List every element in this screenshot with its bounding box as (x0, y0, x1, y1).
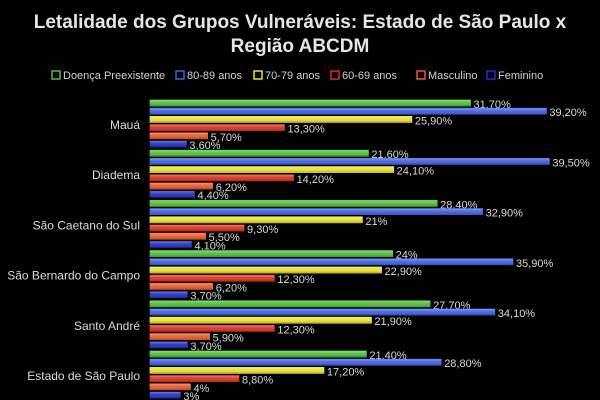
bar-shine (150, 309, 495, 315)
legend-swatch (330, 70, 340, 80)
legend-item: Masculino (416, 70, 478, 82)
legend-item: 80-89 anos (175, 70, 243, 82)
legend-item: 70-79 anos (253, 70, 321, 82)
bar-shine (150, 250, 393, 257)
data-label: 21,90% (374, 316, 412, 328)
bar-shine (150, 216, 363, 223)
data-label: 5,70% (211, 132, 242, 144)
category-label: São Bernardo do Campo (7, 269, 140, 283)
data-label: 14,20% (297, 174, 335, 186)
category-label: Diadema (92, 168, 140, 182)
legend-swatch (51, 70, 61, 80)
bar-shine (150, 108, 547, 115)
bar-shine (150, 383, 191, 390)
chart-title-line-2: Região ABCDM (231, 36, 370, 57)
data-label: 13,30% (287, 124, 325, 136)
bar-shine (150, 267, 382, 273)
data-label: 12,30% (277, 274, 315, 286)
data-label: 35,90% (516, 258, 554, 270)
legend-swatch (175, 70, 185, 80)
bar-shine (150, 283, 213, 290)
bar-shine (150, 275, 275, 282)
category-label: São Caetano do Sul (33, 218, 140, 232)
category-axis: Mauá Diadema São Caetano do Sul São Bernard… (7, 118, 140, 383)
bar-shine (150, 191, 195, 198)
bar-shine (150, 291, 188, 298)
legend-swatch (253, 70, 263, 80)
category-label: Estado de São Paulo (27, 369, 140, 383)
data-label: 9,30% (247, 224, 278, 236)
data-label: 4,10% (194, 240, 225, 252)
bar-shine (150, 258, 513, 265)
data-label: 32,90% (486, 208, 524, 220)
bar-shine (150, 100, 471, 106)
bar-shine (150, 225, 245, 231)
legend-swatch (416, 70, 426, 80)
data-label: 22,90% (385, 266, 423, 278)
bar-shine (150, 375, 239, 382)
legend-item: 60-69 anos (330, 70, 398, 82)
data-label: 5,50% (209, 232, 240, 244)
bar-shine (150, 132, 208, 139)
legend-label: 70-79 anos (265, 70, 321, 82)
legend-item: Doença Preexistente (51, 70, 165, 82)
bar-shine (150, 392, 181, 398)
bar-shine (150, 200, 438, 207)
bar-shine (150, 333, 210, 340)
data-label: 17,20% (327, 366, 365, 378)
bar-shine (150, 208, 483, 215)
data-label: 12,30% (277, 324, 315, 336)
category-label: Santo André (74, 319, 140, 333)
data-label: 4,40% (197, 190, 228, 202)
data-label: 21% (365, 216, 387, 228)
data-label: 3% (183, 391, 199, 400)
bars: 31,70%39,20%25,90%13,30%5,70%3,60%21,60%… (149, 99, 590, 400)
bar-shine (150, 124, 285, 131)
legend-label: 80-89 anos (187, 70, 243, 82)
data-label: 5,90% (213, 333, 244, 345)
bar-shine (150, 341, 188, 348)
data-label: 24,10% (397, 166, 435, 178)
bar-shine (150, 233, 206, 240)
data-label: 34,10% (498, 308, 536, 320)
data-label: 25,90% (415, 115, 453, 127)
data-label: 3,70% (190, 341, 221, 353)
bar-shine (150, 317, 372, 324)
legend-label: Feminino (498, 70, 543, 82)
legend-swatch (486, 70, 496, 80)
category-label: Mauá (110, 118, 140, 132)
bar-shine (150, 359, 442, 366)
data-label: 4% (193, 383, 209, 395)
legend-item: Feminino (486, 70, 543, 82)
data-label: 28,80% (444, 358, 482, 370)
data-label: 39,50% (552, 157, 590, 169)
data-label: 39,20% (549, 107, 587, 119)
bar-shine (150, 141, 187, 147)
legend: Doença Preexistente 80-89 anos 70-79 anos 6… (51, 70, 543, 82)
bar-shine (150, 367, 324, 374)
bar-shine (150, 174, 294, 181)
bar-shine (150, 300, 431, 307)
bar-shine (150, 351, 367, 357)
bar-shine (150, 116, 412, 123)
bar-shine (150, 241, 192, 248)
bar-shine (150, 150, 369, 157)
bar-shine (150, 325, 275, 332)
data-label: 6,20% (216, 182, 247, 194)
bar-shine (150, 166, 394, 173)
data-label: 8,80% (242, 375, 273, 387)
data-label: 3,60% (189, 140, 220, 152)
bar-shine (150, 158, 550, 165)
chart-title-line-1: Letalidade dos Grupos Vulneráveis: Estad… (34, 12, 567, 33)
legend-label: Masculino (428, 70, 478, 82)
bar-shine (150, 183, 213, 189)
legend-label: Doença Preexistente (63, 70, 165, 82)
data-label: 6,20% (216, 282, 247, 294)
legend-label: 60-69 anos (342, 70, 398, 82)
data-label: 3,70% (190, 291, 221, 303)
